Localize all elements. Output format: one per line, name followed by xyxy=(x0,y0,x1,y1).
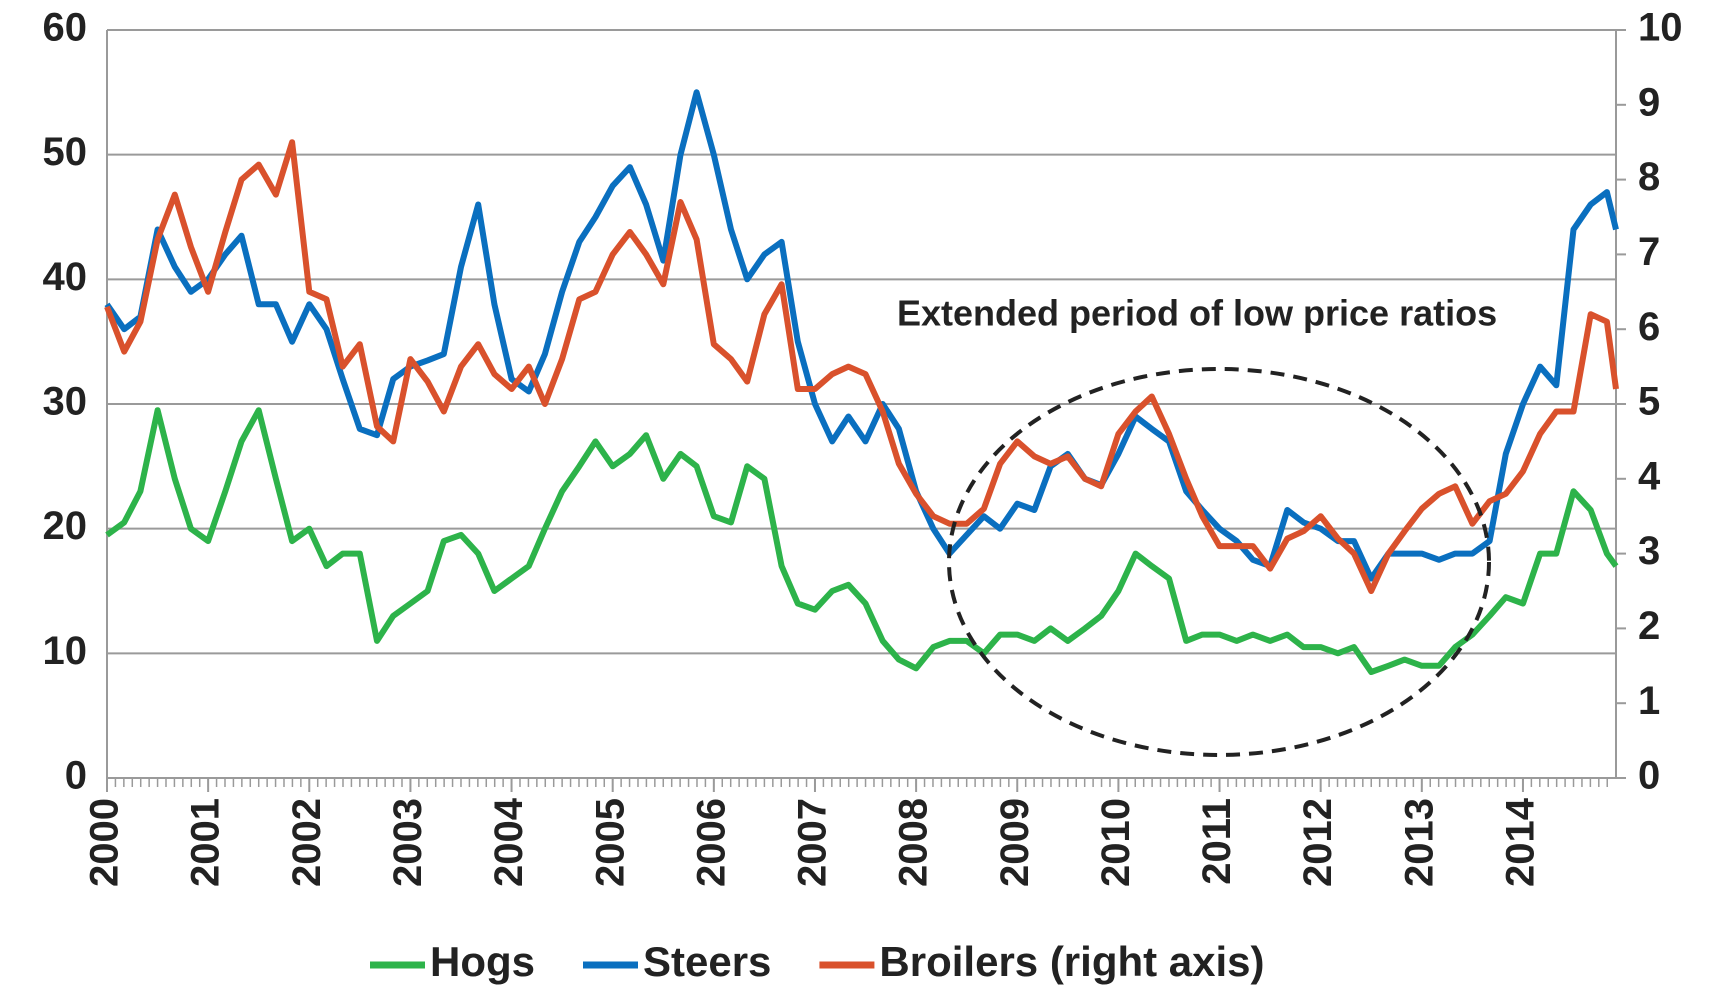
x-tick-label: 2011 xyxy=(1195,798,1239,885)
y2-tick-label: 8 xyxy=(1638,155,1660,199)
x-tick-label: 2013 xyxy=(1397,798,1441,887)
x-tick-label: 2014 xyxy=(1499,797,1543,887)
y-tick-label: 40 xyxy=(43,255,88,299)
y2-tick-label: 7 xyxy=(1638,230,1660,274)
plot: 0 10 20 30 40 50 60 0 1 2 3 4 5 6 7 8 9 10 2000 2001 2002 200… xyxy=(43,6,1683,986)
y2-tick-label: 4 xyxy=(1638,454,1661,498)
y2-tick-label: 9 xyxy=(1638,80,1660,124)
x-tick-label: 2009 xyxy=(993,798,1037,887)
x-tick-label: 2005 xyxy=(588,798,632,887)
y2-tick-label: 6 xyxy=(1638,305,1660,349)
y2-tick-label: 10 xyxy=(1638,6,1683,50)
x-tick-label: 2008 xyxy=(892,798,936,887)
x-tick-label: 2012 xyxy=(1296,798,1340,887)
series-line xyxy=(105,407,1619,675)
legend-label: Hogs xyxy=(430,938,535,985)
y2-tick-label: 5 xyxy=(1638,380,1660,424)
y-tick-label: 10 xyxy=(43,629,88,673)
y-tick-label: 50 xyxy=(43,130,88,174)
x-tick-label: 2006 xyxy=(689,798,733,887)
highlight-ellipse xyxy=(947,367,1491,757)
y-tick-label: 60 xyxy=(43,6,88,50)
y2-tick-label: 1 xyxy=(1638,679,1660,723)
x-tick-label: 2001 xyxy=(184,798,228,887)
legend-label: Steers xyxy=(643,938,771,985)
y2-tick-label: 0 xyxy=(1638,754,1660,798)
y-tick-label: 20 xyxy=(43,504,88,548)
legend-label: Broilers (right axis) xyxy=(879,938,1264,985)
x-tick-label: 2010 xyxy=(1094,798,1138,887)
y2-tick-label: 2 xyxy=(1638,604,1660,648)
x-tick-label: 2004 xyxy=(487,797,531,887)
y-tick-label: 0 xyxy=(65,754,87,798)
y2-tick-label: 3 xyxy=(1638,529,1660,573)
x-tick-label: 2003 xyxy=(386,798,430,887)
y-tick-label: 30 xyxy=(43,380,88,424)
series-line xyxy=(104,139,1619,594)
x-tick-label: 2007 xyxy=(791,798,835,887)
x-tick-label: 2002 xyxy=(285,798,329,887)
annotation: Extended period of low price ratios xyxy=(897,293,1497,334)
x-tick-label: 2000 xyxy=(83,798,127,887)
series-line xyxy=(104,89,1619,582)
